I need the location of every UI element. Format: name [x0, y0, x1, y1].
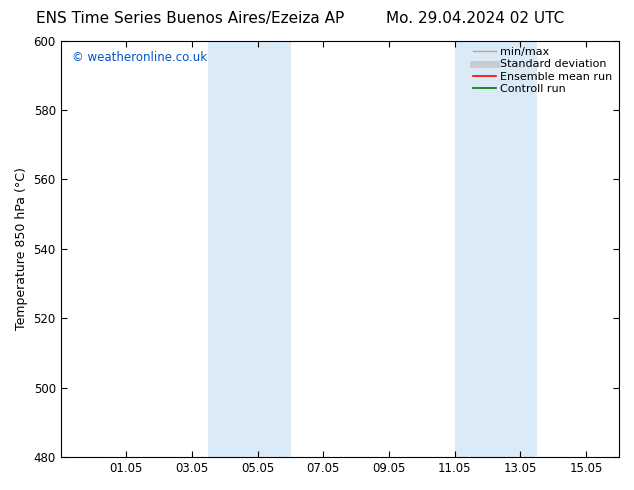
- Y-axis label: Temperature 850 hPa (°C): Temperature 850 hPa (°C): [15, 168, 28, 330]
- Bar: [209, 41, 290, 457]
- Legend: min/max, Standard deviation, Ensemble mean run, Controll run: min/max, Standard deviation, Ensemble me…: [470, 44, 616, 97]
- Bar: [455, 41, 537, 457]
- Text: Mo. 29.04.2024 02 UTC: Mo. 29.04.2024 02 UTC: [386, 11, 565, 26]
- Text: © weatheronline.co.uk: © weatheronline.co.uk: [72, 51, 207, 64]
- Text: ENS Time Series Buenos Aires/Ezeiza AP: ENS Time Series Buenos Aires/Ezeiza AP: [36, 11, 344, 26]
